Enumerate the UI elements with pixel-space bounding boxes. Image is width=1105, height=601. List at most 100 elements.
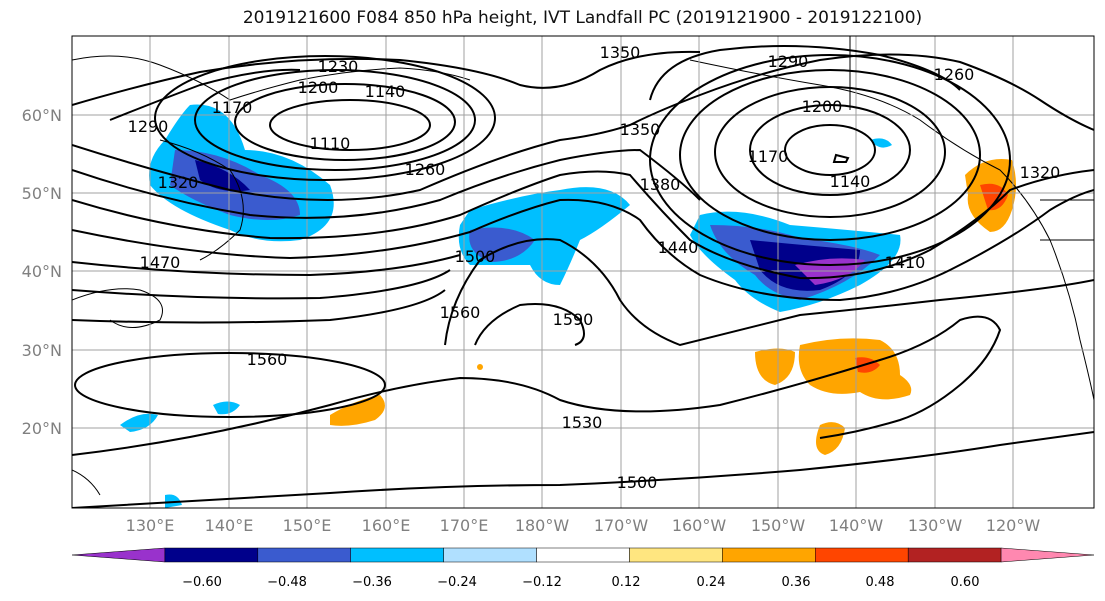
colorbar-tick-label: 0.48 [866, 575, 895, 590]
colorbar-tick-label: −0.36 [352, 575, 392, 590]
colorbar-tick-label: −0.24 [437, 575, 477, 590]
map-title: 2019121600 F084 850 hPa height, IVT Land… [242, 8, 923, 28]
contour-label: 1590 [553, 310, 594, 329]
contour-label: 1170 [212, 98, 253, 117]
contour-label: 1470 [140, 253, 181, 272]
contour-line [269, 99, 431, 151]
contour-line [649, 54, 1011, 266]
colorbar-tick-label: −0.48 [267, 575, 307, 590]
colorbar: −0.60 −0.48 −0.36 −0.24 −0.12 0.12 0.24 … [71, 547, 1095, 590]
contour-line [72, 169, 1094, 280]
colorbar-segment [257, 547, 351, 563]
colorbar-tick-label: −0.12 [522, 575, 562, 590]
ivt-negative-region [195, 160, 250, 192]
contour-line [109, 68, 301, 121]
colorbar-segment [536, 547, 630, 563]
contour-label: 1500 [455, 247, 496, 266]
ivt-positive-region [477, 364, 483, 370]
contour-label: 1140 [830, 172, 871, 191]
colorbar-tick-label: 0.24 [697, 575, 726, 590]
ivt-positive-region [816, 422, 845, 455]
contour-line [194, 69, 476, 171]
contour-label: 1410 [885, 253, 926, 272]
contour-label: 1260 [405, 160, 446, 179]
contour-label: 1560 [247, 350, 288, 369]
colorbar-tick-label: 0.60 [951, 575, 980, 590]
colorbar-segment [71, 547, 166, 563]
contour-line [72, 53, 1094, 201]
contour-labels: 1350 1290 1260 1230 1200 1170 1140 1110 … [128, 43, 1061, 492]
colorbar-segment [722, 547, 816, 563]
contour-line [649, 45, 961, 101]
ivt-negative-region [870, 138, 892, 148]
contour-label: 1530 [562, 413, 603, 432]
ivt-negative-region [469, 227, 535, 262]
colorbar-tick-labels: −0.60 −0.48 −0.36 −0.24 −0.12 0.12 0.24 … [182, 575, 979, 590]
contour-line [234, 83, 456, 161]
contour-label: 1110 [310, 134, 351, 153]
map-frame [71, 35, 1095, 509]
contour-label: 1200 [802, 97, 843, 116]
colorbar-segment [350, 547, 444, 563]
contour-line [72, 50, 701, 106]
ivt-negative-region [120, 413, 158, 432]
contour-label: 1290 [128, 117, 169, 136]
lon-label: 160°W [672, 516, 727, 535]
ivt-positive-region [980, 183, 1008, 211]
ivt-positive-region [755, 348, 795, 385]
contour-line [74, 352, 386, 418]
contour-label: 1380 [640, 175, 681, 194]
contour-line [72, 315, 1002, 456]
map-plot-area: 1350 1290 1260 1230 1200 1170 1140 1110 … [72, 36, 1094, 508]
contour-line [72, 289, 446, 324]
contour-line [154, 55, 496, 181]
ivt-positive-region [798, 338, 912, 400]
coastlines [72, 36, 1094, 496]
contour-label: 1500 [617, 473, 658, 492]
contour-label: 1320 [158, 173, 199, 192]
contour-line [749, 104, 911, 196]
contour-label: 1260 [934, 65, 975, 84]
colorbar-segment [907, 547, 1002, 563]
lat-label: 20°N [22, 419, 62, 438]
ivt-negative-region [213, 401, 240, 415]
lon-label: 170°W [594, 516, 649, 535]
lon-label: 180°W [515, 516, 570, 535]
contour-label: 1290 [768, 52, 809, 71]
colorbar-tick-label: 0.12 [612, 575, 641, 590]
lat-label: 40°N [22, 262, 62, 281]
contour-label: 1350 [620, 120, 661, 139]
contour-line [72, 254, 461, 277]
ivt-positive-region [330, 395, 385, 426]
colorbar-segment [1000, 547, 1095, 563]
colorbar-tick-label: −0.60 [182, 575, 222, 590]
contour-line [444, 238, 1094, 347]
contour-line [784, 124, 876, 176]
contour-label: 1200 [298, 78, 339, 97]
longitude-labels: 130°E 140°E 150°E 160°E 170°E 180°W 170°… [126, 516, 1041, 535]
contour-label: 1320 [1020, 163, 1061, 182]
contour-label: 1170 [748, 147, 789, 166]
colorbar-segment [629, 547, 723, 563]
contour-line [679, 69, 981, 241]
lon-label: 130°W [908, 516, 963, 535]
lon-label: 140°E [205, 516, 254, 535]
lat-label: 30°N [22, 341, 62, 360]
lat-label: 60°N [22, 106, 62, 125]
latitude-labels: 60°N 50°N 40°N 30°N 20°N [22, 106, 62, 438]
contour-label: 1350 [600, 43, 641, 62]
lon-label: 140°W [829, 516, 884, 535]
lon-label: 160°E [362, 516, 411, 535]
contour-line [474, 303, 585, 346]
contour-label: 1230 [318, 57, 359, 76]
lon-label: 150°E [283, 516, 332, 535]
lon-label: 150°W [751, 516, 806, 535]
contour-label: 1560 [440, 303, 481, 322]
lon-label: 130°E [126, 516, 175, 535]
contour-label: 1440 [658, 238, 699, 257]
contour-label: 1140 [365, 82, 406, 101]
colorbar-segment [443, 547, 537, 563]
contour-line [72, 148, 701, 219]
contour-line [72, 269, 451, 300]
